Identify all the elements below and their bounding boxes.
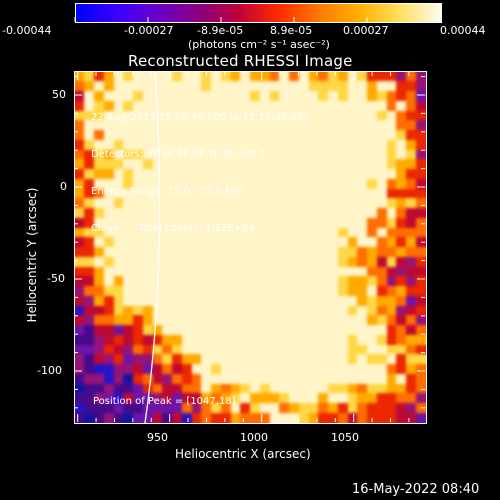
y-tick-0: 0 xyxy=(60,180,67,193)
colorbar-gradient xyxy=(76,4,441,22)
colorbar-tick-label: 0.00027 xyxy=(343,24,389,37)
x-tick-1000: 1000 xyxy=(240,431,268,444)
colorbar-tick-label: 0.00044 xyxy=(440,24,486,37)
colorbar-units-label: (photons cm⁻² s⁻¹ asec⁻²) xyxy=(188,38,330,51)
y-tick-neg50: -50 xyxy=(47,272,65,285)
info-clean-counts: Clean Total counts: 1.23E+04 xyxy=(91,223,255,235)
info-energy-range: Energy Range: 12.0 - 25.0 keV xyxy=(91,186,244,198)
x-axis-label: Heliocentric X (arcsec) xyxy=(175,447,311,461)
colorbar-tick-label: 8.9e-05 xyxy=(270,24,313,37)
info-detectors: Detectors: 3F 4F 5F 6F 7F 8F, Att 0 xyxy=(91,149,266,161)
colorbar xyxy=(75,3,442,23)
rhessi-heatmap xyxy=(75,72,426,423)
colorbar-tick-label: -0.00044 xyxy=(2,24,52,37)
peak-position-label: Position of Peak = [1047,18] xyxy=(93,396,236,407)
image-title: Reconstructed RHESSI Image xyxy=(128,52,353,70)
info-block: 22-Aug-2013 15:08:40.000 to 15:14:40.000… xyxy=(91,87,310,261)
colorbar-tick-label: -0.00027 xyxy=(124,24,174,37)
x-tick-950: 950 xyxy=(147,431,168,444)
rhessi-image: 22-Aug-2013 15:08:40.000 to 15:14:40.000… xyxy=(75,72,426,423)
info-time-range: 22-Aug-2013 15:08:40.000 to 15:14:40.000 xyxy=(91,111,310,123)
solar-limb-line xyxy=(144,72,161,423)
y-axis-label: Heliocentric Y (arcsec) xyxy=(25,187,39,323)
colorbar-ticks xyxy=(74,17,441,22)
footer-timestamp: 16-May-2022 08:40 xyxy=(352,482,480,497)
y-tick-neg100: -100 xyxy=(37,364,62,377)
colorbar-tick-label: -8.9e-05 xyxy=(197,24,244,37)
x-tick-1050: 1050 xyxy=(331,431,359,444)
y-tick-50: 50 xyxy=(52,88,66,101)
